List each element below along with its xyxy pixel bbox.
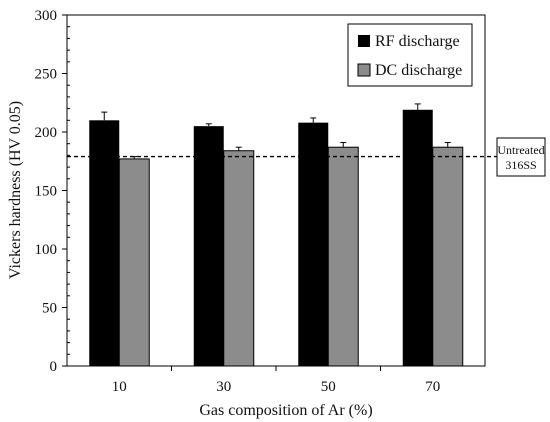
reference-label-box [496, 137, 546, 177]
x-axis-title: Gas composition of Ar (%) [199, 402, 372, 419]
x-tick-label: 50 [321, 379, 336, 395]
bar-dc [223, 150, 255, 367]
y-axis-title: Vickers hardness (HV 0.05) [7, 101, 24, 279]
reference-label-line-1: Untreated [497, 143, 544, 157]
bar-dc [327, 146, 359, 367]
bar-dc [118, 158, 150, 367]
x-tick-label: 70 [425, 379, 440, 395]
legend: RF discharge DC discharge [347, 23, 473, 87]
y-tick-label: 100 [35, 242, 58, 258]
y-tick-label: 50 [42, 301, 57, 317]
y-tick-label: 150 [35, 184, 58, 200]
legend-label-rf: RF discharge [375, 33, 460, 50]
reference-label-line-2: 316SS [505, 158, 536, 172]
x-tick-label: 10 [112, 379, 127, 395]
legend-swatch-rf [358, 35, 370, 47]
x-tick-label: 30 [216, 379, 231, 395]
legend-label-dc: DC discharge [375, 62, 462, 79]
y-tick-label: 200 [35, 125, 58, 141]
y-tick-label: 300 [35, 8, 58, 24]
plot-layer: 0 50 100 150 200 250 300 10 30 50 70 [35, 8, 497, 395]
y-tick-label: 0 [50, 359, 58, 375]
y-tick-label: 250 [35, 67, 58, 83]
reference-annotation: Untreated 316SS [496, 137, 546, 177]
bar-rf [193, 126, 224, 367]
bar-rf [89, 120, 120, 366]
bar-rf [402, 109, 433, 367]
bar-dc [432, 146, 464, 367]
legend-swatch-dc [357, 63, 371, 77]
bar-rf [298, 122, 329, 366]
